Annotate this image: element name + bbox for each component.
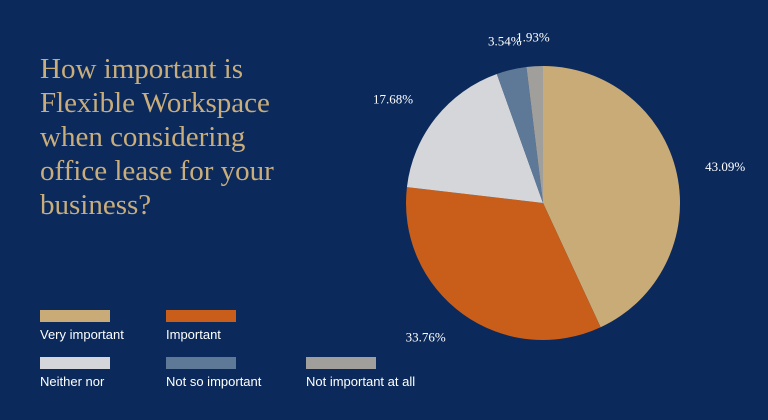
pie-value-label: 33.76% [406, 330, 446, 345]
legend-item-not-important-at-all: Not important at all [306, 357, 415, 389]
legend-label: Not important at all [306, 374, 416, 389]
pie-slice-important [406, 187, 601, 340]
pie-slice-neither-nor [406, 74, 543, 203]
pie-slices [406, 66, 680, 340]
pie-slice-not-important-at-all [526, 66, 543, 203]
pie-slice-very-important [543, 66, 680, 328]
legend-item-very-important: Very important [40, 310, 124, 342]
chart-title-line: Flexible Workspace [40, 87, 270, 119]
legend-swatch [166, 357, 236, 369]
pie-value-label: 17.68% [373, 92, 413, 107]
legend-label: Not so important [166, 374, 262, 389]
legend-item-neither-nor: Neither nor [40, 357, 110, 389]
chart-title-line: office lease for your [40, 155, 274, 187]
legend-label: Important [166, 327, 221, 342]
chart-title-line: How important is [40, 53, 243, 85]
pie-value-label: 3.54% [488, 34, 522, 49]
pie-value-labels: 43.09% 33.76% 17.68% 3.54%1.93% [373, 29, 745, 344]
legend-swatch [40, 357, 110, 369]
legend-swatch [166, 310, 236, 322]
legend-label: Very important [40, 327, 124, 342]
legend-swatch [40, 310, 110, 322]
chart-title-line: when considering [40, 121, 246, 153]
legend-item-important: Important [166, 310, 236, 342]
chart-title-line: business? [40, 189, 152, 221]
pie-value-label: 43.09% [705, 159, 745, 174]
pie-value-label: 1.93% [516, 29, 550, 44]
legend-label: Neither nor [40, 374, 105, 389]
chart-title: How important is Flexible Workspace when… [40, 52, 340, 222]
pie-slice-not-so-important [496, 67, 543, 204]
legend-item-not-so-important: Not so important [166, 357, 261, 389]
legend-swatch [306, 357, 376, 369]
